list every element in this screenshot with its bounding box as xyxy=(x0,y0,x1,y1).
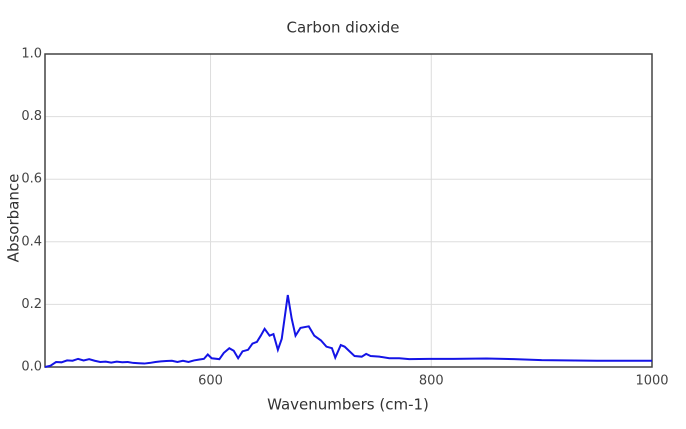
x-tick-label: 1000 xyxy=(635,374,668,389)
x-axis-title: Wavenumbers (cm-1) xyxy=(267,396,429,414)
y-tick-label: 0.6 xyxy=(21,172,42,187)
y-tick-label: 1.0 xyxy=(21,47,42,62)
plot-frame xyxy=(44,53,653,368)
y-tick-label: 0.4 xyxy=(21,234,42,249)
y-axis-title: Absorbance xyxy=(5,174,23,263)
y-tick-label: 0.2 xyxy=(21,297,42,312)
x-tick-label: 600 xyxy=(198,374,223,389)
chart-title: Carbon dioxide xyxy=(286,19,399,37)
y-tick-label: 0.8 xyxy=(21,109,42,124)
x-tick-label: 800 xyxy=(419,374,444,389)
y-tick-label: 0.0 xyxy=(21,360,42,375)
data-line xyxy=(44,294,652,368)
